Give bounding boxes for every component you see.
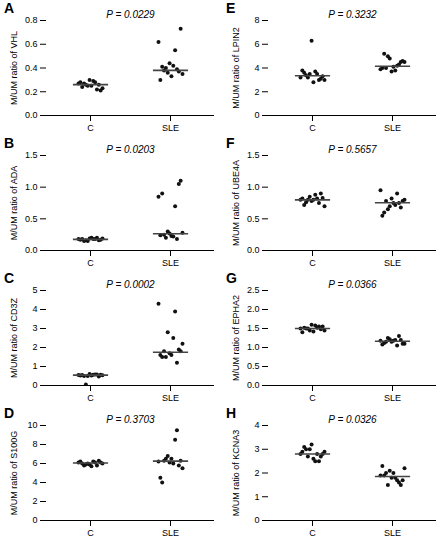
svg-text:M/UM ratio of EPHA2: M/UM ratio of EPHA2 xyxy=(231,295,241,381)
svg-text:SLE: SLE xyxy=(384,393,401,403)
svg-text:0: 0 xyxy=(254,110,259,120)
svg-text:0: 0 xyxy=(254,515,259,525)
svg-text:C: C xyxy=(309,393,316,403)
svg-text:2: 2 xyxy=(32,342,37,352)
svg-text:M/UM ratio of CD3Z: M/UM ratio of CD3Z xyxy=(9,297,19,378)
svg-text:0.8: 0.8 xyxy=(25,15,38,25)
svg-text:M/UM ratio of S100G: M/UM ratio of S100G xyxy=(9,431,19,516)
svg-text:1: 1 xyxy=(254,492,259,502)
svg-text:6: 6 xyxy=(254,39,259,49)
svg-text:P = 0.0326: P = 0.0326 xyxy=(328,414,377,425)
svg-text:4: 4 xyxy=(32,304,37,314)
svg-text:0.5: 0.5 xyxy=(25,214,38,224)
svg-text:0.0: 0.0 xyxy=(25,245,38,255)
html-text:E: E xyxy=(226,0,236,16)
svg-text:1.0: 1.0 xyxy=(247,182,260,192)
html-text:D: D xyxy=(4,405,15,421)
svg-text:SLE: SLE xyxy=(162,393,179,403)
svg-text:4: 4 xyxy=(254,63,259,73)
svg-text:4: 4 xyxy=(254,420,259,430)
svg-text:C: C xyxy=(309,528,316,538)
svg-text:1.5: 1.5 xyxy=(25,150,38,160)
svg-text:M/UM ratio of LPIN2: M/UM ratio of LPIN2 xyxy=(231,27,241,109)
svg-text:P = 0.0203: P = 0.0203 xyxy=(106,144,155,155)
svg-text:1.0: 1.0 xyxy=(247,342,260,352)
svg-text:1.5: 1.5 xyxy=(247,323,260,333)
svg-text:P = 0.0002: P = 0.0002 xyxy=(106,279,155,290)
svg-text:P = 0.0229: P = 0.0229 xyxy=(106,9,155,20)
svg-text:1: 1 xyxy=(32,361,37,371)
svg-text:10: 10 xyxy=(27,420,37,430)
svg-text:C: C xyxy=(87,123,94,133)
svg-text:0: 0 xyxy=(32,515,37,525)
svg-text:5: 5 xyxy=(32,285,37,295)
svg-text:SLE: SLE xyxy=(384,258,401,268)
svg-text:M/UM ratio of ADA: M/UM ratio of ADA xyxy=(9,166,19,241)
svg-text:SLE: SLE xyxy=(384,123,401,133)
svg-text:2: 2 xyxy=(254,87,259,97)
html-text:H: H xyxy=(226,405,237,421)
svg-text:0: 0 xyxy=(32,380,37,390)
svg-text:C: C xyxy=(309,258,316,268)
html-text:C: C xyxy=(4,270,15,286)
svg-text:P = 0.5657: P = 0.5657 xyxy=(328,144,377,155)
svg-text:SLE: SLE xyxy=(384,528,401,538)
svg-text:8: 8 xyxy=(32,439,37,449)
svg-text:0.0: 0.0 xyxy=(247,245,260,255)
svg-text:0.5: 0.5 xyxy=(247,214,260,224)
html-text:F: F xyxy=(226,135,235,151)
html-text:A: A xyxy=(4,0,15,16)
svg-text:M/UM ratio of VHL: M/UM ratio of VHL xyxy=(9,31,19,105)
svg-text:6: 6 xyxy=(32,458,37,468)
svg-text:C: C xyxy=(309,123,316,133)
svg-text:0.5: 0.5 xyxy=(247,361,260,371)
svg-text:P = 0.3703: P = 0.3703 xyxy=(106,414,155,425)
svg-text:3: 3 xyxy=(32,323,37,333)
svg-text:8: 8 xyxy=(254,15,259,25)
svg-text:2: 2 xyxy=(254,468,259,478)
svg-text:P = 0.0366: P = 0.0366 xyxy=(328,279,377,290)
svg-text:0.4: 0.4 xyxy=(25,63,38,73)
svg-text:2: 2 xyxy=(32,496,37,506)
svg-text:C: C xyxy=(87,258,94,268)
svg-text:M/UM ratio of UBE4A: M/UM ratio of UBE4A xyxy=(231,160,241,246)
svg-text:3: 3 xyxy=(254,444,259,454)
html-text:B: B xyxy=(4,135,15,151)
svg-text:0.0: 0.0 xyxy=(25,110,38,120)
svg-text:P = 0.3232: P = 0.3232 xyxy=(328,9,377,20)
svg-text:2.5: 2.5 xyxy=(247,285,260,295)
svg-text:0.0: 0.0 xyxy=(247,380,260,390)
svg-text:1.5: 1.5 xyxy=(247,150,260,160)
svg-text:M/UM ratio of KCNA3: M/UM ratio of KCNA3 xyxy=(231,430,241,517)
svg-text:2.0: 2.0 xyxy=(247,304,260,314)
svg-text:SLE: SLE xyxy=(162,528,179,538)
svg-text:SLE: SLE xyxy=(162,258,179,268)
svg-text:4: 4 xyxy=(32,477,37,487)
svg-text:SLE: SLE xyxy=(162,123,179,133)
svg-text:C: C xyxy=(87,393,94,403)
html-text:G: G xyxy=(226,270,237,286)
svg-text:C: C xyxy=(87,528,94,538)
svg-text:1.0: 1.0 xyxy=(25,182,38,192)
svg-text:0.2: 0.2 xyxy=(25,87,38,97)
svg-text:0.6: 0.6 xyxy=(25,39,38,49)
